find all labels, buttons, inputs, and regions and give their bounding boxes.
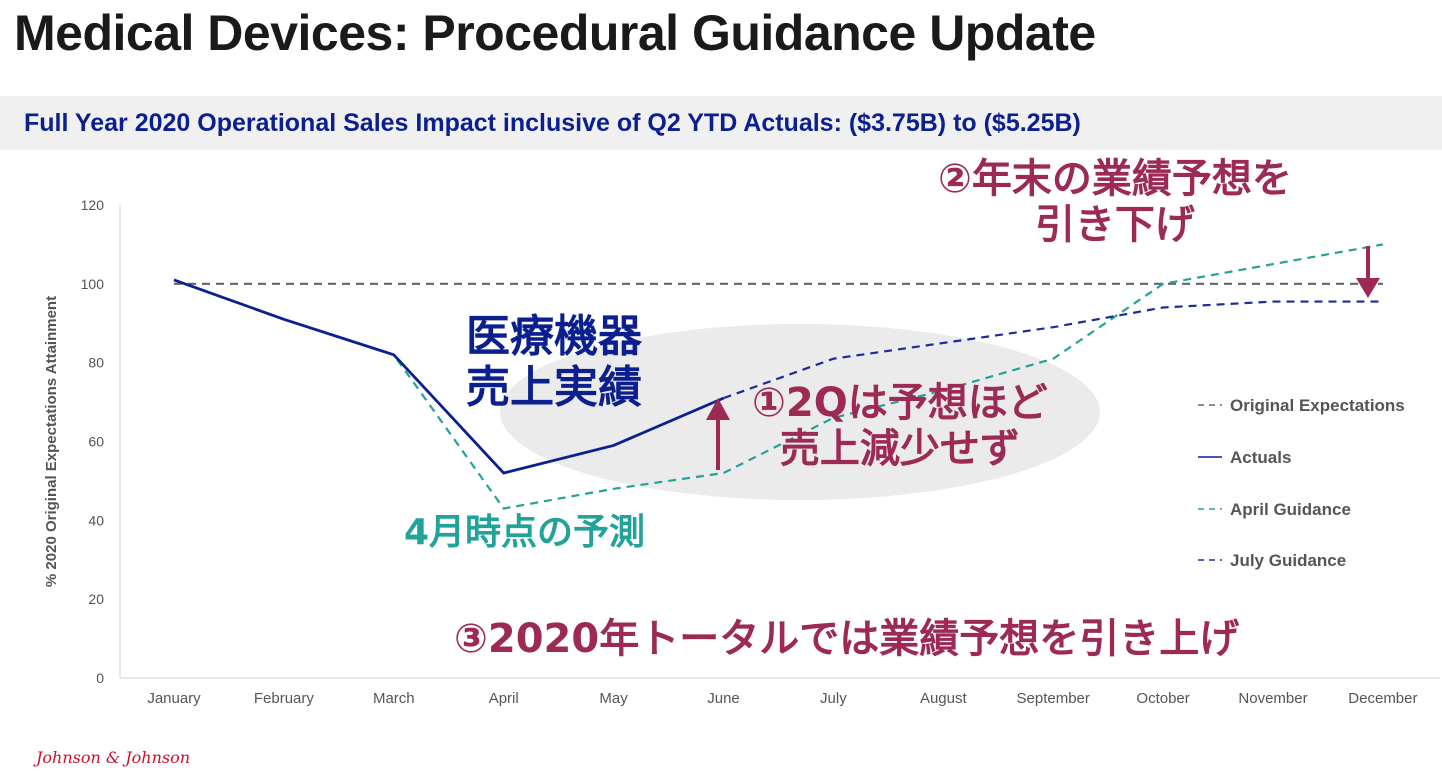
y-tick-label: 0 [96, 670, 104, 686]
yearend-annotation-line1: ②年末の業績予想を [938, 156, 1292, 202]
x-tick-label: February [254, 690, 315, 707]
q2-annotation-line2: 売上減少せず [779, 426, 1020, 472]
x-tick-label: November [1238, 690, 1307, 707]
chart-legend: Original Expectations Actuals April Guidan… [1198, 396, 1405, 570]
page-subtitle: Full Year 2020 Operational Sales Impact … [24, 109, 1081, 137]
subtitle-bar: Full Year 2020 Operational Sales Impact … [0, 96, 1442, 150]
y-tick-label: 100 [81, 276, 105, 292]
x-tick-label: May [599, 690, 628, 707]
actuals-annotation-line1: 医療機器 [466, 311, 642, 362]
q2-annotation: ①2Qは予想ほど 売上減少せず [752, 380, 1048, 472]
legend-label: April Guidance [1230, 500, 1351, 519]
series-line-july-guidance [723, 300, 1383, 400]
x-tick-label: December [1348, 690, 1417, 707]
chart-axes: 0 20 40 60 80 100 120 January February March April… [43, 197, 1440, 707]
y-tick-label: 120 [81, 197, 105, 213]
x-tick-label: June [707, 690, 740, 707]
x-tick-label: October [1136, 690, 1189, 707]
series-line-actuals [173, 278, 725, 475]
page-title: Medical Devices: Procedural Guidance Upd… [14, 5, 1096, 61]
highlight-ellipse [500, 324, 1100, 500]
x-tick-label: March [373, 690, 415, 707]
y-tick-label: 20 [88, 591, 104, 607]
y-axis-label: % 2020 Original Expectations Attainment [43, 296, 60, 587]
y-tick-label: 40 [88, 512, 104, 528]
total-annotation: ③2020年トータルでは業績予想を引き上げ [454, 616, 1240, 662]
x-tick-label: August [920, 690, 968, 707]
company-logo: Johnson & Johnson [36, 748, 191, 767]
down-arrow-head [1356, 278, 1380, 298]
april-forecast-annotation: 4月時点の予測 [404, 512, 646, 553]
yearend-annotation: ②年末の業績予想を 引き下げ [938, 156, 1292, 248]
legend-label: Actuals [1230, 448, 1291, 467]
actuals-annotation: 医療機器 売上実績 [466, 311, 642, 413]
actuals-annotation-line2: 売上実績 [466, 361, 642, 413]
up-arrow-head [706, 398, 730, 420]
q2-annotation-line1: ①2Qは予想ほど [752, 380, 1048, 426]
x-tick-label: April [489, 690, 519, 707]
y-tick-label: 80 [88, 355, 104, 371]
x-tick-label: July [820, 690, 847, 707]
yearend-annotation-line2: 引き下げ [1034, 202, 1195, 248]
chart-arrows [706, 246, 1380, 470]
y-tick-label: 60 [88, 434, 104, 450]
legend-label: Original Expectations [1230, 396, 1405, 415]
x-tick-label: January [147, 690, 201, 707]
x-tick-label: September [1017, 690, 1090, 707]
chart-series [173, 243, 1384, 510]
legend-label: July Guidance [1230, 551, 1346, 570]
